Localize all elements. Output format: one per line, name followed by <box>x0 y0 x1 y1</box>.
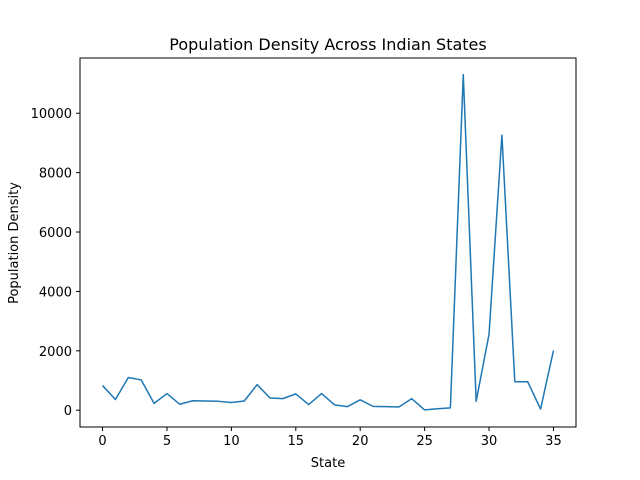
x-tick-label: 0 <box>98 434 106 449</box>
y-tick-label: 8000 <box>39 167 72 182</box>
plot-frame <box>79 57 577 428</box>
y-tick-label: 4000 <box>39 285 72 300</box>
x-tick-label: 30 <box>481 434 498 449</box>
x-tick-label: 15 <box>288 434 305 449</box>
x-tick-label: 5 <box>163 434 171 449</box>
y-axis: 0 2000 4000 6000 8000 10000 <box>31 107 80 419</box>
y-tick-label: 0 <box>64 404 72 419</box>
y-tick-label: 2000 <box>39 345 72 360</box>
chart-title: Population Density Across Indian States <box>169 35 486 54</box>
y-tick-label: 10000 <box>31 107 72 122</box>
y-axis-label: Population Density <box>7 182 22 304</box>
x-tick-label: 20 <box>352 434 369 449</box>
x-tick-label: 35 <box>545 434 562 449</box>
x-tick-label: 25 <box>416 434 433 449</box>
series-line-0 <box>101 73 555 411</box>
y-tick-label: 6000 <box>39 226 72 241</box>
x-tick-label: 10 <box>223 434 240 449</box>
x-axis-label: State <box>311 456 345 471</box>
x-axis: 0 5 10 15 20 25 30 35 <box>98 427 562 449</box>
plot-area <box>101 73 555 411</box>
